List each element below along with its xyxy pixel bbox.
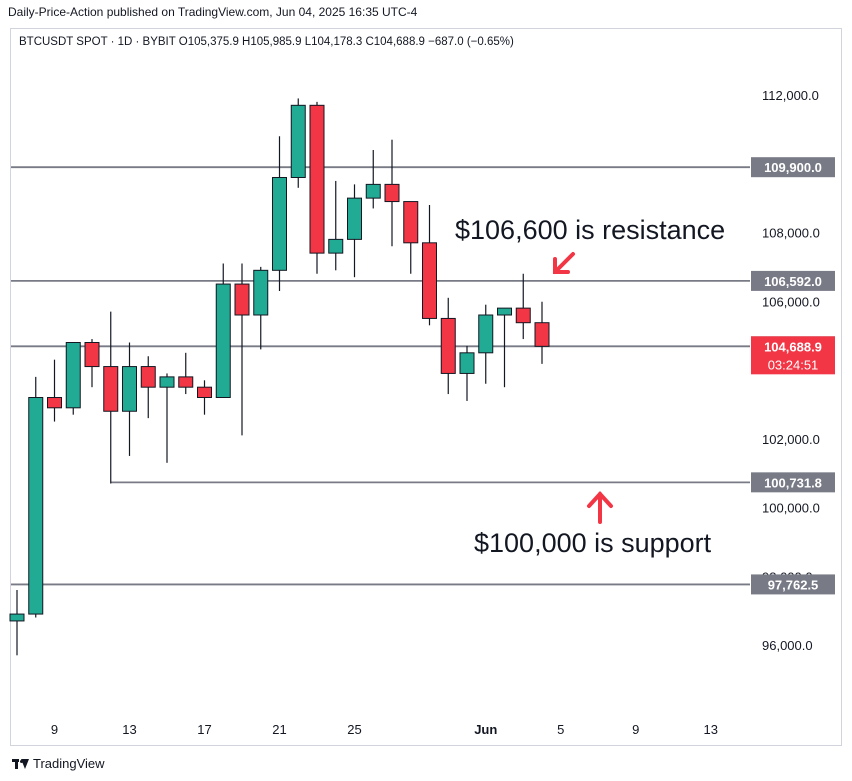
candle-body-up: [272, 177, 287, 271]
level-price-label: 109,900.0: [764, 160, 822, 175]
annotation-text: $100,000 is support: [474, 528, 712, 558]
candle-body-down: [515, 307, 531, 324]
candle-body-down: [384, 183, 400, 203]
candle-body-up: [290, 104, 306, 178]
candle-body-up: [215, 283, 231, 398]
annotation-text: $106,600 is resistance: [455, 215, 725, 245]
y-tick-label: 112,000.0: [762, 88, 819, 103]
candle-body-up: [159, 376, 175, 388]
x-tick-label: 13: [704, 722, 718, 737]
arrow-shaft: [553, 252, 575, 274]
resistance-arrow-icon: [553, 252, 575, 274]
y-tick-label: 96,000.0: [762, 638, 813, 653]
published-caption: Daily-Price-Action published on TradingV…: [8, 5, 418, 19]
candle-body-up: [65, 342, 81, 409]
candle-body-up: [28, 397, 44, 615]
candle-body-down: [440, 317, 456, 374]
level-price-label: 97,762.5: [768, 577, 819, 592]
candle-body-down: [534, 322, 550, 347]
level-price-tag: [751, 157, 835, 178]
level-price-tag: [751, 270, 835, 291]
level-price-tag: [751, 472, 835, 493]
y-tick-label: 100,000.0: [762, 501, 820, 516]
candle-body-up: [347, 197, 362, 240]
candle-body-down: [197, 386, 212, 398]
candle-body-up: [253, 269, 269, 316]
last-price-tag: [751, 336, 835, 375]
y-tick-label: 102,000.0: [762, 432, 820, 447]
candle-body-up: [9, 613, 25, 622]
x-tick-label: 13: [122, 722, 136, 737]
level-price-label: 100,731.8: [764, 475, 822, 490]
arrow-head: [553, 257, 570, 274]
chart-pane[interactable]: [10, 28, 842, 746]
candle-body-down: [309, 104, 325, 254]
candle-body-down: [103, 366, 119, 412]
tradingview-logo[interactable]: TradingView: [12, 756, 105, 771]
x-tick-label: 9: [51, 722, 58, 737]
candle-body-up: [328, 238, 344, 254]
candle-body-up: [122, 366, 137, 412]
x-tick-label: 5: [557, 722, 564, 737]
x-tick-label: 9: [632, 722, 639, 737]
candle-body-down: [422, 242, 437, 319]
x-tick-label: 17: [197, 722, 211, 737]
candle-body-up: [478, 314, 494, 354]
x-tick-label: Jun: [474, 722, 497, 737]
y-tick-label: 106,000.0: [762, 294, 820, 309]
level-price-label: 106,592.0: [764, 274, 822, 289]
tradingview-logo-icon: [12, 758, 29, 769]
candle-body-up: [365, 183, 381, 199]
arrow-head: [587, 491, 613, 508]
tradingview-brand: TradingView: [33, 756, 105, 771]
candle-body-up: [497, 307, 512, 316]
last-price-label: 104,688.9: [764, 339, 822, 354]
symbol-legend: BTCUSDT SPOT · 1D · BYBIT O105,375.9 H10…: [19, 36, 514, 48]
candle-body-down: [178, 376, 194, 388]
level-price-tag: [751, 574, 835, 595]
candle-body-up: [459, 352, 475, 374]
candle-body-down: [403, 201, 419, 244]
candle-body-down: [234, 283, 250, 316]
candle-body-down: [84, 342, 100, 368]
y-tick-label: 108,000.0: [762, 226, 820, 241]
candle-body-down: [140, 366, 156, 388]
candle-body-down: [47, 397, 62, 409]
x-tick-label: 21: [272, 722, 286, 737]
countdown-label: 03:24:51: [768, 357, 819, 372]
support-arrow-icon: [587, 491, 613, 524]
x-tick-label: 25: [347, 722, 361, 737]
